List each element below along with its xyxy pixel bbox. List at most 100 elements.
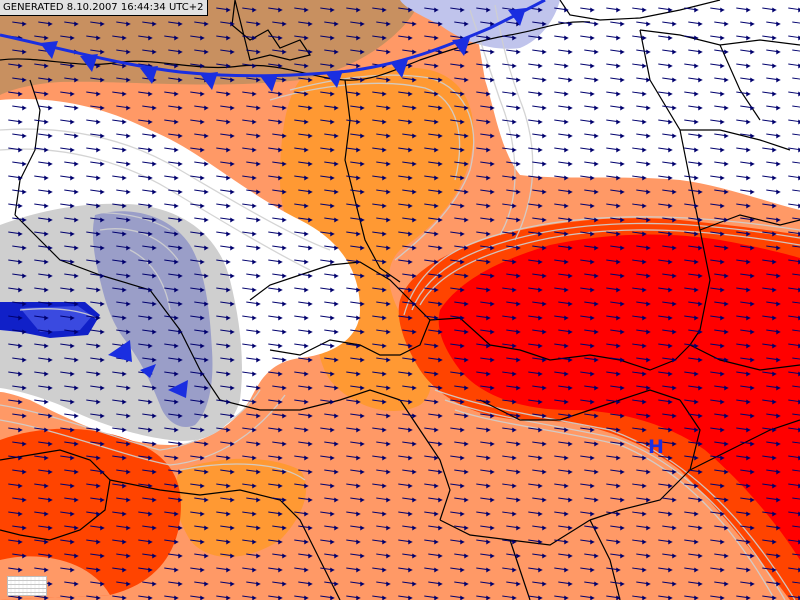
wind-arrow-head	[230, 77, 235, 83]
wind-arrow-head	[776, 49, 781, 55]
wind-arrow-head	[672, 385, 677, 391]
wind-arrow-head	[230, 273, 235, 279]
wind-arrow-head	[308, 329, 313, 335]
wind-arrow-head	[278, 539, 283, 545]
wind-arrow-head	[620, 497, 625, 503]
wind-arrow-head	[490, 553, 495, 559]
wind-arrow-head	[486, 539, 491, 545]
wind-arrow-head	[620, 189, 625, 195]
wind-arrow-head	[360, 525, 365, 531]
wind-arrow-head	[226, 203, 231, 209]
wind-arrow-head	[174, 567, 179, 573]
wind-arrow-head	[148, 119, 153, 125]
wind-arrow-head	[642, 483, 647, 489]
wind-arrow-head	[594, 161, 599, 167]
wind-arrow-head	[334, 385, 339, 391]
wind-arrow-head	[178, 77, 183, 83]
wind-arrow-head	[18, 91, 23, 97]
wind-arrow-head	[538, 343, 543, 349]
wind-arrow-head	[720, 483, 725, 489]
wind-arrow-head	[568, 525, 573, 531]
wind-arrow-head	[542, 413, 547, 419]
wind-arrow-head	[616, 175, 621, 181]
wind-arrow-head	[564, 483, 569, 489]
wind-arrow-head	[408, 315, 413, 321]
wind-arrow-head	[44, 343, 49, 349]
wind-arrow-head	[594, 245, 599, 251]
wind-arrow-head	[590, 63, 595, 69]
wind-arrow-head	[252, 175, 257, 181]
wind-arrow-head	[178, 469, 183, 475]
wind-arrow-head	[356, 119, 361, 125]
wind-arrow-head	[334, 161, 339, 167]
wind-arrow-head	[512, 483, 517, 489]
wind-arrow-head	[746, 231, 751, 237]
wind-arrow-head	[434, 259, 439, 265]
wind-arrow-head	[724, 385, 729, 391]
wind-arrow-head	[70, 259, 75, 265]
wind-arrow-head	[590, 91, 595, 97]
wind-arrow-head	[96, 511, 101, 517]
wind-arrow-head	[278, 91, 283, 97]
wind-arrow	[792, 161, 800, 164]
wind-arrow-head	[750, 77, 755, 83]
wind-arrow-head	[200, 231, 205, 237]
wind-arrow-head	[204, 357, 209, 363]
wind-arrow-head	[438, 581, 443, 587]
wind-arrow-head	[48, 413, 53, 419]
wind-arrow-head	[74, 245, 79, 251]
wind-arrow-head	[100, 581, 105, 587]
wind-arrow-head	[672, 301, 677, 307]
wind-arrow-head	[538, 91, 543, 97]
wind-arrow-head	[304, 595, 309, 600]
wind-arrow-head	[74, 105, 79, 111]
wind-arrow-head	[152, 441, 157, 447]
wind-arrow-head	[594, 273, 599, 279]
wind-arrow-head	[772, 567, 777, 573]
wind-arrow-head	[256, 245, 261, 251]
wind-arrow-head	[590, 399, 595, 405]
wind-arrow-head	[308, 357, 313, 363]
wind-arrow-head	[542, 357, 547, 363]
wind-arrow-head	[698, 21, 703, 27]
wind-arrow-head	[776, 329, 781, 335]
wind-arrow-head	[382, 175, 387, 181]
wind-arrow-head	[750, 469, 755, 475]
wind-arrow-head	[694, 7, 699, 13]
wind-arrow-head	[96, 35, 101, 41]
wind-arrow-head	[278, 287, 283, 293]
wind-arrow-head	[100, 77, 105, 83]
wind-arrow-head	[360, 49, 365, 55]
wind-arrow-head	[616, 147, 621, 153]
orange-south	[174, 458, 307, 557]
wind-arrow-head	[356, 91, 361, 97]
wind-arrow-head	[642, 455, 647, 461]
wind-arrow-head	[256, 525, 261, 531]
wind-arrow-head	[100, 21, 105, 27]
wind-arrow-head	[360, 245, 365, 251]
wind-arrow-head	[464, 301, 469, 307]
wind-arrow-head	[152, 217, 157, 223]
wind-arrow-head	[226, 483, 231, 489]
wind-arrow-head	[18, 231, 23, 237]
wind-arrow-head	[594, 469, 599, 475]
wind-arrow-head	[308, 217, 313, 223]
wind-arrow-head	[642, 91, 647, 97]
wind-arrow-head	[698, 273, 703, 279]
wind-arrow-head	[334, 133, 339, 139]
wind-arrow-head	[278, 343, 283, 349]
wind-arrow-head	[204, 133, 209, 139]
wind-arrow-head	[304, 147, 309, 153]
border-lt2	[719, 44, 761, 121]
wind-arrow-head	[282, 385, 287, 391]
wind-arrow-head	[278, 567, 283, 573]
wind-arrow-head	[48, 133, 53, 139]
wind-arrow-head	[542, 217, 547, 223]
wind-arrow-head	[252, 147, 257, 153]
wind-arrow-head	[334, 413, 339, 419]
wind-arrow-head	[594, 413, 599, 419]
wind-arrow-head	[668, 203, 673, 209]
wind-arrow-head	[542, 77, 547, 83]
wind-arrow-head	[698, 497, 703, 503]
wind-arrow-head	[434, 595, 439, 600]
